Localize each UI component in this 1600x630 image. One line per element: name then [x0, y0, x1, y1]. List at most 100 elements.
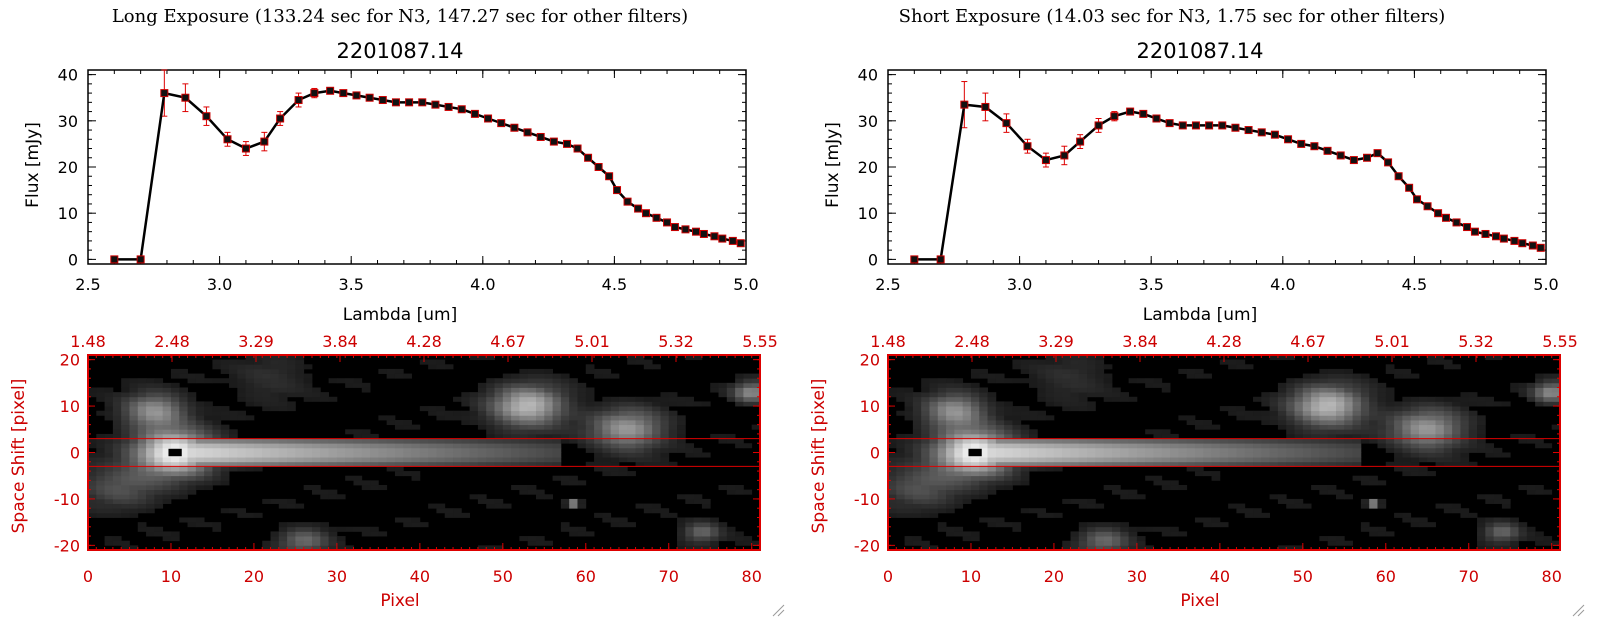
- image-pixel: [560, 396, 570, 402]
- image-pixel: [718, 438, 728, 444]
- image-pixel: [937, 498, 947, 504]
- image-pixel: [353, 438, 363, 444]
- image-pixel: [204, 452, 213, 458]
- image-pixel: [921, 378, 930, 384]
- image-pixel: [954, 457, 964, 463]
- image-pixel: [1443, 447, 1453, 453]
- image-pixel: [1526, 387, 1536, 393]
- image-pixel: [635, 406, 645, 412]
- image-pixel: [1203, 471, 1212, 477]
- image-pixel: [1526, 489, 1536, 495]
- image-pixel: [979, 387, 988, 393]
- image-pixel: [743, 373, 753, 379]
- image-pixel: [1518, 387, 1528, 393]
- image-pixel: [469, 438, 479, 444]
- x-tick-label: 20: [1044, 567, 1064, 586]
- data-point: [484, 114, 493, 123]
- image-pixel: [929, 396, 939, 402]
- image-pixel: [1261, 410, 1271, 416]
- image-pixel: [1344, 415, 1353, 421]
- image-pixel: [536, 410, 545, 416]
- image-pixel: [1327, 420, 1337, 426]
- image-pixel: [1385, 401, 1395, 407]
- image-pixel: [170, 396, 180, 402]
- image-pixel: [154, 438, 164, 444]
- image-pixel: [954, 433, 964, 439]
- data-point: [605, 172, 614, 181]
- image-pixel: [477, 401, 487, 407]
- image-pixel: [336, 447, 346, 453]
- image-pixel: [245, 452, 255, 458]
- image-pixel: [146, 452, 155, 458]
- image-pixel: [594, 401, 603, 407]
- image-pixel: [146, 420, 155, 426]
- image-pixel: [1236, 415, 1246, 421]
- image-pixel: [237, 410, 247, 416]
- image-pixel: [726, 489, 736, 495]
- image-pixel: [954, 438, 964, 444]
- image-pixel: [129, 429, 139, 435]
- image-pixel: [361, 429, 371, 435]
- image-pixel: [1518, 531, 1528, 537]
- image-pixel: [170, 373, 180, 379]
- image-pixel: [104, 392, 114, 398]
- image-pixel: [502, 396, 512, 402]
- image-pixel: [896, 392, 905, 398]
- image-pixel: [88, 452, 97, 458]
- image-pixel: [594, 457, 603, 463]
- image-pixel: [1261, 447, 1271, 453]
- image-pixel: [912, 438, 922, 444]
- image-pixel: [229, 378, 238, 384]
- image-pixel: [693, 401, 703, 407]
- resize-grip-icon[interactable]: [1572, 604, 1585, 617]
- image-pixel: [170, 489, 180, 495]
- image-pixel: [987, 522, 997, 528]
- image-pixel: [96, 480, 105, 486]
- image-pixel: [602, 443, 612, 449]
- image-pixel: [1394, 452, 1403, 458]
- image-pixel: [394, 452, 404, 458]
- image-pixel: [444, 443, 454, 449]
- image-pixel: [112, 429, 122, 435]
- image-pixel: [577, 387, 587, 393]
- image-pixel: [735, 531, 744, 537]
- image-pixel: [112, 396, 122, 402]
- image-pixel: [718, 392, 728, 398]
- image-pixel: [1336, 420, 1345, 426]
- image-pixel: [618, 522, 628, 528]
- image-pixel: [129, 438, 139, 444]
- data-point: [1463, 223, 1472, 232]
- image-pixel: [1037, 443, 1047, 449]
- image-pixel: [220, 438, 230, 444]
- image-pixel: [1302, 396, 1312, 402]
- image-pixel: [1136, 461, 1146, 467]
- data-point: [1002, 119, 1011, 128]
- image-pixel: [204, 466, 213, 472]
- image-pixel: [1286, 461, 1295, 467]
- image-pixel: [1344, 452, 1353, 458]
- image-pixel: [1319, 447, 1329, 453]
- image-pixel: [88, 494, 97, 500]
- image-pixel: [262, 387, 271, 393]
- image-pixel: [1269, 461, 1279, 467]
- image-pixel: [1535, 540, 1544, 546]
- image-pixel: [1112, 545, 1121, 551]
- image-pixel: [1452, 452, 1461, 458]
- resize-grip-icon[interactable]: [772, 604, 785, 617]
- image-pixel: [1460, 443, 1470, 449]
- image-pixel: [1261, 396, 1271, 402]
- image-pixel: [262, 364, 271, 370]
- image-pixel: [1136, 438, 1146, 444]
- image-pixel: [1244, 415, 1254, 421]
- image-pixel: [1468, 396, 1478, 402]
- x-tick-label: 60: [576, 567, 596, 586]
- image-pixel: [328, 536, 338, 542]
- image-pixel: [585, 410, 595, 416]
- image-pixel: [1037, 387, 1047, 393]
- image-pixel: [502, 378, 512, 384]
- image-pixel: [411, 517, 421, 523]
- image-pixel: [511, 438, 520, 444]
- image-pixel: [1336, 410, 1345, 416]
- image-pixel: [1219, 457, 1229, 463]
- image-pixel: [710, 526, 719, 532]
